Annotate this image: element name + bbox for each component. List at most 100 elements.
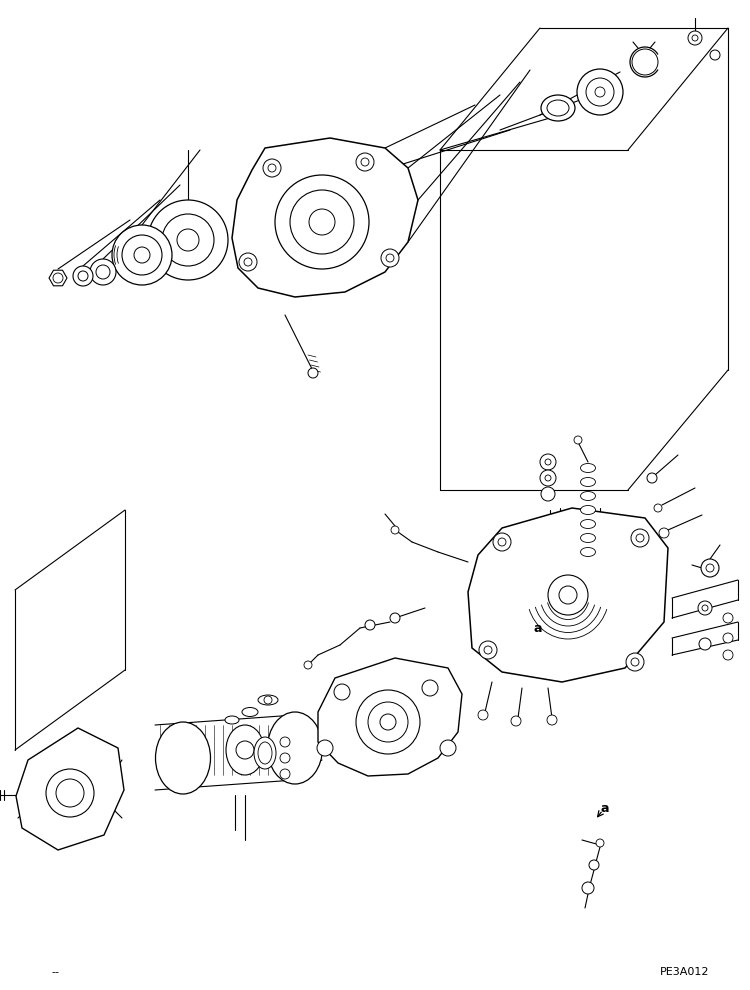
Circle shape [112, 225, 172, 285]
Circle shape [280, 753, 290, 763]
Circle shape [148, 200, 228, 280]
Text: --: -- [51, 967, 59, 977]
Circle shape [422, 680, 438, 696]
Circle shape [380, 714, 396, 730]
Ellipse shape [580, 506, 596, 515]
Ellipse shape [541, 95, 575, 121]
Circle shape [263, 159, 281, 177]
Circle shape [723, 650, 733, 660]
Circle shape [96, 265, 110, 279]
Circle shape [706, 564, 714, 572]
Circle shape [90, 259, 116, 285]
Circle shape [540, 454, 556, 470]
Text: PE3A012: PE3A012 [660, 967, 710, 977]
Polygon shape [318, 658, 462, 776]
Circle shape [493, 533, 511, 551]
Circle shape [632, 49, 658, 75]
Circle shape [540, 470, 556, 486]
Polygon shape [49, 270, 67, 286]
Circle shape [511, 716, 521, 726]
Circle shape [710, 50, 720, 60]
Circle shape [586, 78, 614, 106]
Circle shape [498, 538, 506, 546]
Circle shape [636, 534, 644, 542]
Ellipse shape [258, 742, 272, 764]
Polygon shape [16, 728, 124, 850]
Circle shape [356, 153, 374, 171]
Circle shape [596, 839, 604, 847]
Circle shape [122, 235, 162, 275]
Circle shape [595, 87, 605, 97]
Circle shape [78, 271, 88, 281]
Circle shape [162, 214, 214, 266]
Ellipse shape [258, 695, 278, 705]
Circle shape [264, 696, 272, 704]
Circle shape [440, 740, 456, 756]
Circle shape [702, 605, 708, 611]
Circle shape [368, 702, 408, 742]
Circle shape [275, 175, 369, 269]
Circle shape [548, 575, 588, 615]
Circle shape [73, 266, 93, 286]
Polygon shape [468, 508, 668, 682]
Ellipse shape [254, 737, 276, 769]
Circle shape [541, 487, 555, 501]
Circle shape [559, 586, 577, 604]
Circle shape [304, 661, 312, 669]
Circle shape [574, 436, 582, 444]
Circle shape [577, 69, 623, 115]
Ellipse shape [580, 491, 596, 501]
Ellipse shape [226, 725, 264, 775]
Circle shape [699, 638, 711, 650]
Ellipse shape [580, 534, 596, 543]
Circle shape [56, 779, 84, 807]
Circle shape [239, 253, 257, 271]
Circle shape [647, 473, 657, 483]
Circle shape [308, 368, 318, 378]
Circle shape [381, 249, 399, 267]
Ellipse shape [547, 100, 569, 116]
Circle shape [545, 475, 551, 481]
Circle shape [280, 737, 290, 747]
Ellipse shape [580, 463, 596, 472]
Circle shape [701, 559, 719, 577]
Circle shape [46, 769, 94, 817]
Circle shape [361, 158, 369, 166]
Circle shape [356, 690, 420, 754]
Circle shape [290, 190, 354, 254]
Circle shape [390, 613, 400, 623]
Polygon shape [232, 138, 418, 297]
Text: a: a [534, 622, 542, 635]
Circle shape [723, 613, 733, 623]
Circle shape [244, 258, 252, 266]
Ellipse shape [580, 547, 596, 556]
Circle shape [589, 860, 599, 870]
Circle shape [134, 247, 150, 263]
Circle shape [365, 620, 375, 630]
Circle shape [631, 658, 639, 666]
Circle shape [545, 459, 551, 465]
Circle shape [391, 526, 399, 534]
Ellipse shape [242, 708, 258, 717]
Ellipse shape [155, 722, 211, 794]
Circle shape [479, 641, 497, 659]
Circle shape [236, 741, 254, 759]
Circle shape [692, 35, 698, 41]
Circle shape [631, 529, 649, 547]
Circle shape [547, 715, 557, 725]
Circle shape [626, 653, 644, 671]
Circle shape [484, 646, 492, 654]
Ellipse shape [580, 520, 596, 529]
Circle shape [688, 31, 702, 45]
Circle shape [582, 882, 594, 894]
Circle shape [659, 528, 669, 538]
Circle shape [268, 164, 276, 172]
Circle shape [478, 710, 488, 720]
Circle shape [698, 601, 712, 615]
Circle shape [334, 684, 350, 700]
Circle shape [317, 740, 333, 756]
Ellipse shape [268, 712, 322, 784]
Circle shape [654, 504, 662, 512]
Circle shape [280, 769, 290, 779]
Ellipse shape [580, 477, 596, 486]
